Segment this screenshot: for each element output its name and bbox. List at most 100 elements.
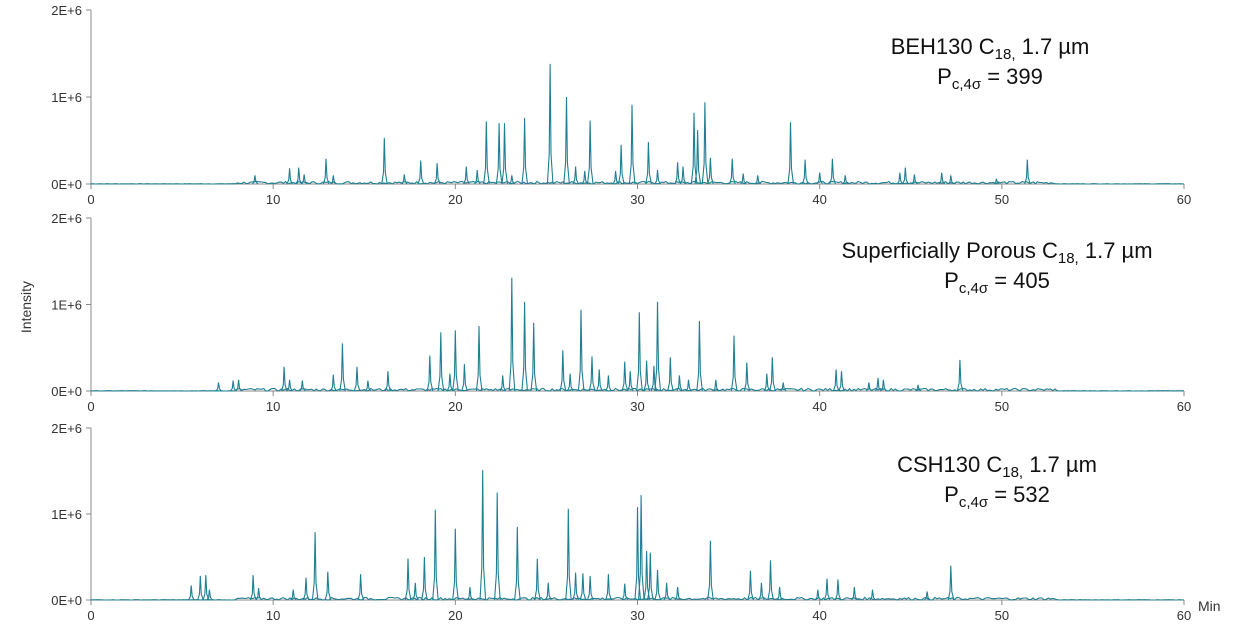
peak xyxy=(215,382,222,392)
peak xyxy=(255,587,262,601)
peak xyxy=(605,375,612,392)
peak xyxy=(834,579,842,601)
x-tick-label: 60 xyxy=(1177,192,1191,207)
peak xyxy=(322,158,330,185)
peak xyxy=(353,366,361,392)
peak xyxy=(707,540,714,601)
peak xyxy=(514,526,521,601)
peak xyxy=(588,356,596,392)
y-tick-label: 2E+6 xyxy=(51,3,82,18)
peak xyxy=(729,158,736,185)
peak xyxy=(249,575,257,601)
peak xyxy=(707,157,714,185)
chromatogram-panel-2: 0E+0 1E+6 2E+6 0 10 20 30 40 50 60 Superficially P… xyxy=(51,211,1191,414)
peak xyxy=(230,380,237,392)
y-tick-label: 1E+6 xyxy=(51,90,82,105)
peak xyxy=(814,589,822,601)
peak xyxy=(586,575,594,601)
x-axis-unit-label: Min xyxy=(1198,598,1221,614)
peak xyxy=(206,589,213,601)
peak xyxy=(508,277,516,392)
peak xyxy=(508,175,516,185)
peak xyxy=(701,102,709,185)
peak xyxy=(330,374,337,392)
peak xyxy=(521,117,529,185)
peak xyxy=(475,326,483,392)
peak xyxy=(534,558,541,601)
peak xyxy=(577,309,585,392)
peak xyxy=(780,382,787,392)
peak xyxy=(586,120,594,185)
peak xyxy=(938,172,946,185)
x-tick-label: 10 xyxy=(266,608,280,623)
peak xyxy=(1024,159,1031,185)
x-tick-label: 40 xyxy=(812,192,826,207)
chromatogram-panel-1: 0E+0 1E+6 2E+6 0 10 20 30 40 50 60 BEH130 C18, 1.7… xyxy=(51,3,1191,207)
peak xyxy=(197,575,204,601)
peak xyxy=(993,178,1000,185)
peak xyxy=(311,532,319,601)
x-tick-label: 30 xyxy=(630,192,644,207)
peak xyxy=(572,572,580,601)
peak xyxy=(654,170,661,185)
peak xyxy=(501,123,509,185)
peak xyxy=(769,357,776,392)
peak xyxy=(466,587,474,601)
peak xyxy=(838,371,846,392)
peak xyxy=(381,137,388,185)
peak xyxy=(463,166,470,185)
peak xyxy=(947,175,955,185)
peak xyxy=(915,384,922,392)
peak xyxy=(530,322,538,392)
peak xyxy=(902,167,909,185)
peak xyxy=(674,587,681,601)
peak xyxy=(301,174,308,185)
chromatogram-panel-3: 0E+0 1E+6 2E+6 0 10 20 30 40 50 60 CSH130 C18, 1.7… xyxy=(51,421,1191,623)
peak xyxy=(654,569,662,601)
x-tick-label: 0 xyxy=(87,192,94,207)
peak xyxy=(758,582,765,601)
peak xyxy=(628,104,636,185)
peak xyxy=(924,591,931,601)
peak xyxy=(581,170,589,185)
x-tick-label: 20 xyxy=(448,399,462,414)
peak xyxy=(621,361,629,392)
peak xyxy=(421,556,428,601)
peak xyxy=(188,585,195,601)
baseline-trace xyxy=(90,180,1184,185)
peak xyxy=(202,575,210,601)
y-tick-label: 0E+0 xyxy=(51,177,82,192)
y-axis-label: Intensity xyxy=(18,281,34,333)
peak xyxy=(730,335,738,392)
x-tick-label: 20 xyxy=(448,192,462,207)
peak xyxy=(324,571,332,601)
peak-capacity-label: Pc,4σ = 532 xyxy=(944,482,1050,511)
peak xyxy=(832,369,840,392)
peak xyxy=(495,123,503,185)
peak xyxy=(499,375,507,392)
y-tick-label: 0E+0 xyxy=(51,593,82,608)
peak xyxy=(645,142,652,185)
peak xyxy=(747,570,754,601)
peak xyxy=(251,175,259,185)
panel-title: Superficially Porous C18, 1.7 µm xyxy=(841,238,1152,267)
peak xyxy=(647,552,654,601)
peak xyxy=(494,492,501,601)
panel-title: CSH130 C18, 1.7 µm xyxy=(897,452,1097,481)
peak xyxy=(384,371,392,392)
peak xyxy=(763,373,771,392)
peak xyxy=(596,369,603,392)
x-tick-label: 50 xyxy=(995,608,1009,623)
x-tick-label: 30 xyxy=(630,608,644,623)
peak xyxy=(483,121,490,185)
peak xyxy=(302,577,310,601)
peak xyxy=(787,122,795,185)
x-tick-label: 60 xyxy=(1177,399,1191,414)
peak xyxy=(674,162,682,185)
x-tick-label: 20 xyxy=(448,608,462,623)
y-tick-label: 0E+0 xyxy=(51,384,82,399)
peak xyxy=(433,163,441,185)
peak xyxy=(446,373,454,392)
